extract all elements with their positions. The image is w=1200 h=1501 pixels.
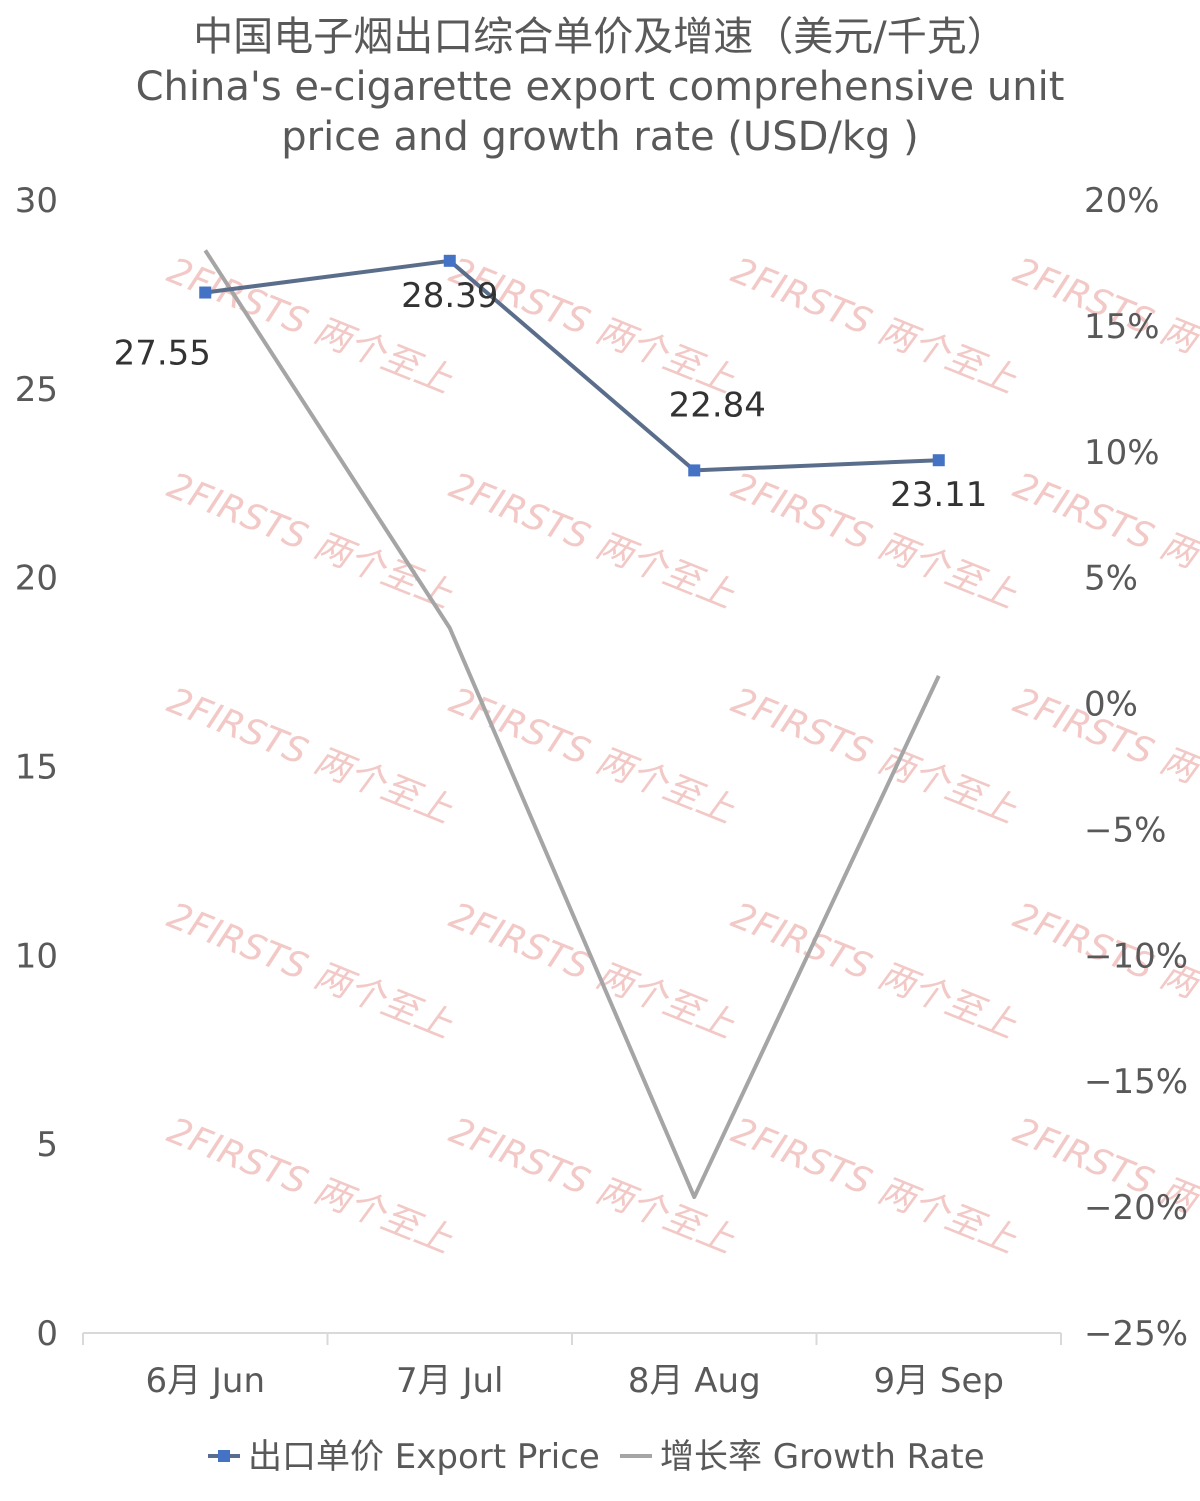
axes: 6月 Jun 7月 Jul 8月 Aug 9月 Sep 0 5 10 15 20 25 30 −25%… [15,181,1188,1401]
watermark-text: 2FIRSTS 两个至上 [444,465,741,617]
export-price-data-label: 23.11 [890,475,987,515]
legend-marker-export-price [218,1450,230,1462]
watermark-text: 2FIRSTS 两个至上 [726,680,1023,832]
export-price-marker [932,454,945,467]
title-line: 中国电子烟出口综合单价及增速（美元/千克） [193,14,1006,60]
title-line: China's e-cigarette export comprehensive… [136,64,1065,110]
export-price-data-label: 22.84 [669,385,766,425]
growth-rate-line [203,249,941,1200]
y-left-tick-label: 5 [36,1125,58,1165]
y-left-tick-label: 0 [36,1314,58,1354]
y-right-tick-label: 10% [1084,433,1160,473]
watermark-text: 2FIRSTS 两个至上 [726,250,1023,402]
watermark-text: 2FIRSTS 两个至上 [444,895,741,1047]
watermark-text: 2FIRSTS 两个至上 [444,250,741,402]
y-right-tick-label: −20% [1084,1188,1188,1228]
y-right-tick-label: 5% [1084,559,1138,599]
title-line: price and growth rate (USD/kg ) [281,114,919,160]
watermark-text: 2FIRSTS 两个至上 [726,1110,1023,1262]
x-tick-label: 8月 Aug [628,1361,761,1401]
export-price-marker [199,286,212,299]
y-right-tick-label: −25% [1084,1314,1188,1354]
y-right-tick-label: 0% [1084,685,1138,725]
export-price-data-label: 28.39 [401,276,498,316]
x-tick-label: 9月 Sep [873,1361,1004,1401]
export-price-marker [688,464,701,477]
y-left-tick-label: 15 [15,748,58,788]
legend-label-export-price: 出口单价 Export Price [248,1437,600,1477]
watermark-text: 2FIRSTS 两个至上 [162,250,459,402]
y-right-tick-label: −10% [1084,936,1188,976]
watermark-text: 2FIRSTS 两个至上 [444,680,741,832]
watermark-text: 2FIRSTS 两个至上 [726,895,1023,1047]
export-price-line [204,258,939,473]
export-price-data-label: 27.55 [114,334,211,374]
watermark-text: 2FIRSTS 两个至上 [1008,1110,1200,1262]
legend: 出口单价 Export Price 增长率 Growth Rate [208,1437,985,1477]
watermark-text: 2FIRSTS 两个至上 [162,680,459,832]
legend-label-growth-rate: 增长率 Growth Rate [660,1437,985,1477]
watermark-text: 2FIRSTS 两个至上 [162,1110,459,1262]
y-right-tick-label: −5% [1084,810,1166,850]
y-left-tick-label: 20 [15,559,58,599]
x-tick-label: 7月 Jul [396,1361,503,1401]
watermark-text: 2FIRSTS 两个至上 [444,1110,741,1262]
y-right-tick-label: 20% [1084,181,1160,221]
x-tick-label: 6月 Jun [145,1361,265,1401]
y-right-tick-label: 15% [1084,307,1160,347]
watermark-text: 2FIRSTS 两个至上 [162,465,459,617]
y-right-tick-label: −15% [1084,1062,1188,1102]
watermark-text: 2FIRSTS 两个至上 [162,895,459,1047]
y-left-tick-label: 10 [15,936,58,976]
chart-title: 中国电子烟出口综合单价及增速（美元/千克）China's e-cigarette… [136,14,1065,160]
series-layer [199,249,945,1200]
data-labels: 27.55 28.39 22.84 23.11 [114,276,988,515]
export-price-marker [443,254,456,267]
y-left-tick-label: 25 [15,370,58,410]
y-left-tick-label: 30 [15,181,58,221]
